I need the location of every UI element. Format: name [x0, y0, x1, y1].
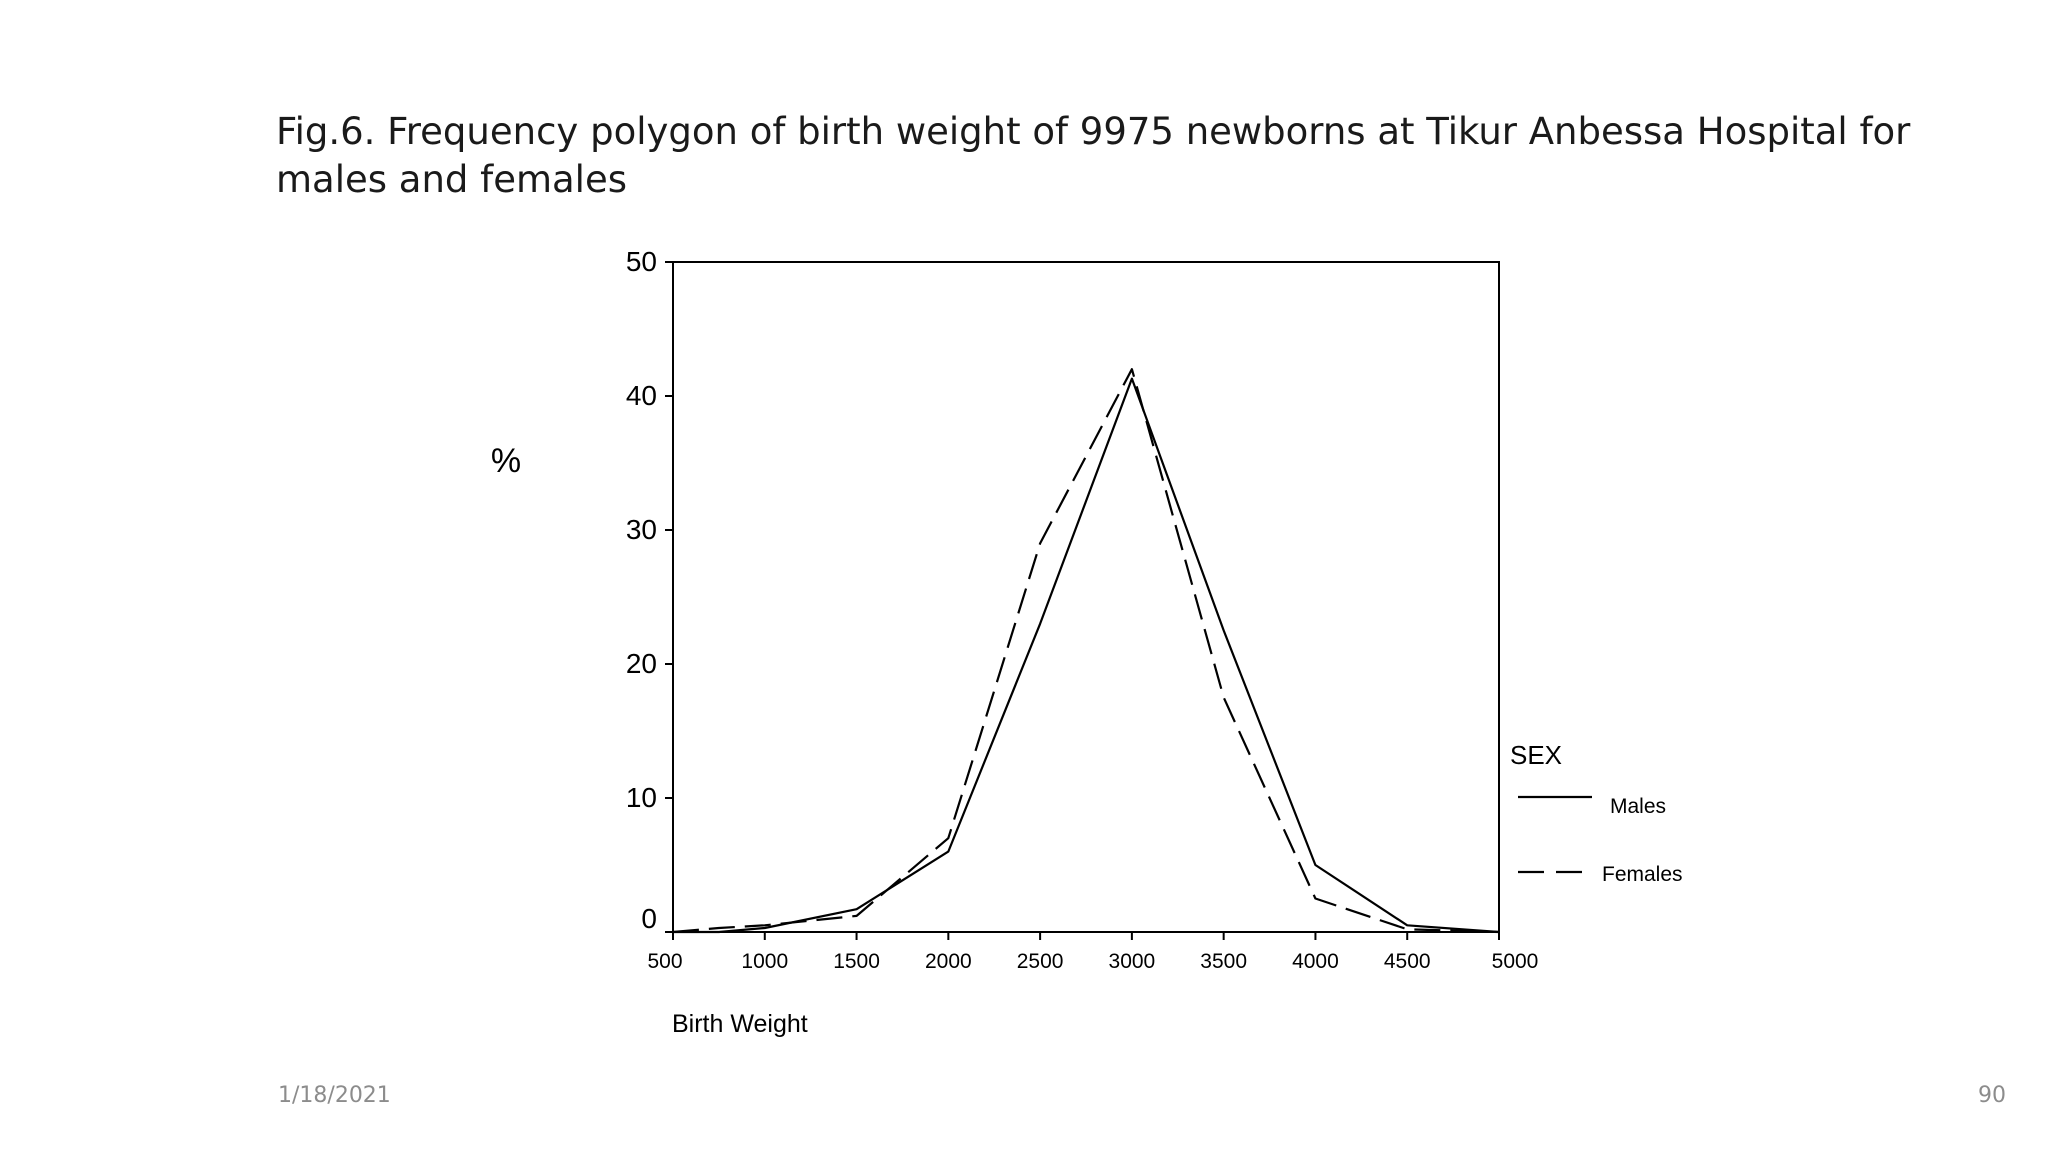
x-tick-label: 4500	[1384, 950, 1431, 973]
x-axis-label: Birth Weight	[672, 1010, 808, 1038]
series-line-males	[673, 377, 1500, 934]
y-tick-label: 0	[641, 903, 657, 934]
x-tick-label: 3000	[1109, 950, 1156, 973]
x-tick-label: 2000	[925, 950, 972, 973]
y-tick-label: 30	[626, 514, 657, 545]
y-axis-label: %	[491, 442, 521, 480]
x-tick-label: 5000	[1492, 950, 1539, 973]
x-tick-label: 4000	[1292, 950, 1339, 973]
legend-label-females: Females	[1602, 863, 1683, 886]
x-tick-label: 1500	[833, 950, 880, 973]
slide-date: 1/18/2021	[278, 1083, 391, 1108]
series-lines	[672, 368, 1500, 934]
y-tick-label: 40	[626, 380, 657, 411]
x-tick-label: 1000	[741, 950, 788, 973]
plot-frame	[672, 261, 1500, 933]
legend-label-males: Males	[1610, 795, 1666, 818]
y-tick-label: 10	[626, 782, 657, 813]
y-tick-label: 50	[626, 246, 657, 277]
x-tick-label: 2500	[1017, 950, 1064, 973]
legend: SEX Males Females	[1510, 740, 1683, 886]
axis-ticks: 0 10 20 30 40 50 500 1000 1500 2000 2500 3000 3500 40…	[626, 246, 1539, 973]
slide-page-number: 90	[1978, 1083, 2006, 1108]
y-tick-label: 20	[626, 648, 657, 679]
legend-title: SEX	[1510, 740, 1562, 770]
series-line-females	[672, 368, 1500, 934]
x-tick-label: 500	[647, 950, 682, 973]
slide-title: Fig.6. Frequency polygon of birth weight…	[276, 110, 1911, 201]
x-tick-label: 3500	[1200, 950, 1247, 973]
